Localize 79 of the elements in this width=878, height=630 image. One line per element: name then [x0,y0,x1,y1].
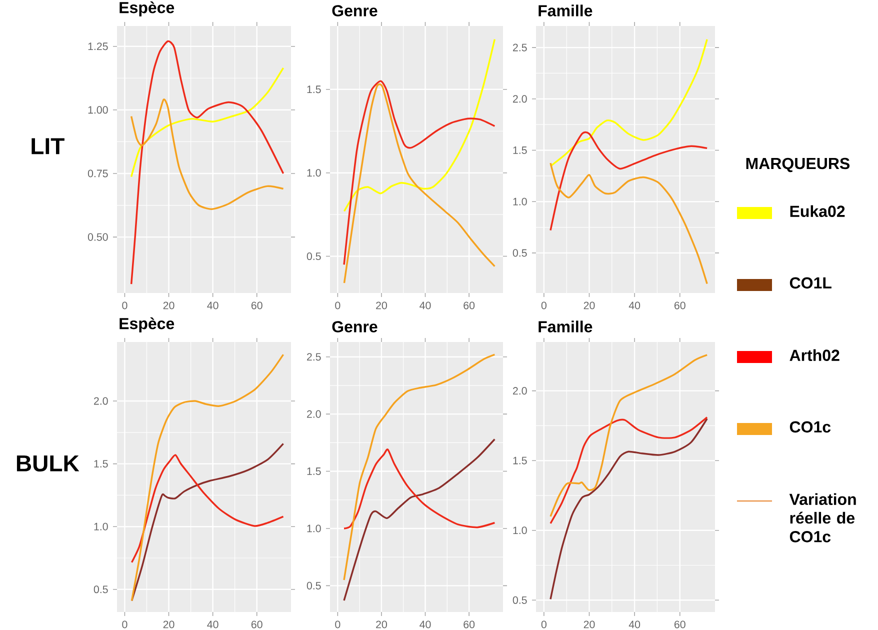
line-series [550,416,708,524]
line-series [130,354,284,602]
line-series [130,98,284,210]
legend-title: MARQUEURS [746,158,850,172]
line-series [550,354,708,518]
y-tick-label: 0.5 [94,586,108,594]
x-tick-label: 0 [541,302,546,310]
line-series [343,448,496,530]
y-tick-label: 1.0 [513,198,527,206]
line-series [343,438,496,602]
y-tick-label: 0.75 [88,170,108,178]
x-tick-label: 20 [584,302,595,310]
y-tick-label: 0.50 [88,233,108,241]
y-tick-label: 1.5 [307,86,321,94]
x-tick-label: 20 [376,302,387,310]
x-tick-label: 0 [122,620,128,628]
x-tick-label: 40 [207,620,218,628]
x-tick-label: 0 [335,302,340,310]
y-tick-label: 1.0 [307,524,321,532]
x-tick-label: 20 [376,620,387,628]
y-tick-label: 0.5 [306,582,321,590]
x-tick-label: 60 [251,620,262,628]
line-series [550,162,708,285]
line-series [343,38,496,212]
line-series [550,38,708,168]
chart-title: Famille [538,320,592,332]
x-tick-label: 60 [674,302,686,310]
y-tick-label: 2.5 [307,353,321,361]
legend-label: CO1L [790,277,832,289]
line-series [343,354,496,581]
y-tick-label: 1.5 [307,468,321,475]
x-tick-label: 40 [207,302,218,310]
legend-label: Euka02 [790,205,845,217]
x-tick-label: 20 [163,620,174,628]
chart-title: Espèce [120,1,174,16]
x-tick-label: 60 [464,620,475,628]
y-tick-label: 1.5 [94,460,108,468]
chart-title: Famille [538,4,592,16]
chart-title: Genre [332,321,378,332]
legend-label: Arth02 [790,349,840,361]
y-tick-label: 1.0 [513,526,527,534]
y-tick-label: 2.0 [307,410,321,418]
legend-label: Variation réelle de CO1c [789,493,856,542]
chart-title: Espèce [120,317,174,332]
y-tick-label: 1.25 [88,42,108,50]
x-tick-label: 60 [251,302,262,310]
x-tick-label: 0 [122,302,128,310]
y-axis-title: LIT [32,138,64,154]
line-series [130,67,284,178]
y-tick-label: 2.5 [513,44,527,52]
line-series [130,40,284,285]
y-tick-label: 0.5 [306,252,321,260]
x-tick-label: 40 [628,620,640,628]
y-tick-label: 1.0 [94,522,108,530]
x-tick-label: 60 [674,620,686,628]
line-series [550,132,708,232]
y-tick-label: 2.0 [513,95,527,103]
line-series [550,418,708,600]
y-tick-label: 1.5 [513,456,527,464]
y-tick-label: 2.0 [513,387,527,395]
x-tick-label: 20 [163,302,174,310]
x-tick-label: 60 [464,302,475,310]
chart-title: Genre [332,5,378,16]
y-tick-label: 1.0 [307,169,321,177]
x-tick-label: 40 [420,620,431,628]
legend-label: CO1c [790,421,831,433]
y-tick-label: 0.5 [512,596,527,604]
line-series [130,442,284,602]
x-tick-label: 40 [628,302,640,310]
y-tick-label: 0.5 [512,249,527,257]
y-tick-label: 1.5 [513,146,527,154]
x-tick-label: 0 [335,620,340,628]
x-tick-label: 20 [584,620,595,628]
y-tick-label: 1.00 [88,106,108,114]
y-tick-label: 2.0 [94,397,108,405]
line-series [130,454,284,564]
x-tick-label: 40 [420,302,431,310]
y-axis-title: BULK [16,455,80,472]
x-tick-label: 0 [541,620,546,628]
